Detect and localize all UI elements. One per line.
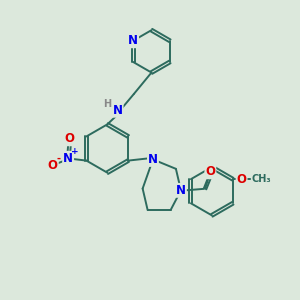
Text: N: N bbox=[148, 153, 158, 166]
Text: -: - bbox=[56, 154, 60, 164]
Text: O: O bbox=[64, 132, 75, 145]
Text: H: H bbox=[103, 99, 111, 109]
Text: O: O bbox=[237, 172, 247, 186]
Text: O: O bbox=[48, 159, 58, 172]
Text: N: N bbox=[128, 34, 138, 47]
Text: N: N bbox=[176, 184, 186, 197]
Text: O: O bbox=[206, 165, 215, 178]
Text: N: N bbox=[112, 104, 123, 117]
Text: N: N bbox=[63, 152, 73, 165]
Text: CH₃: CH₃ bbox=[251, 174, 271, 184]
Text: +: + bbox=[71, 147, 78, 156]
